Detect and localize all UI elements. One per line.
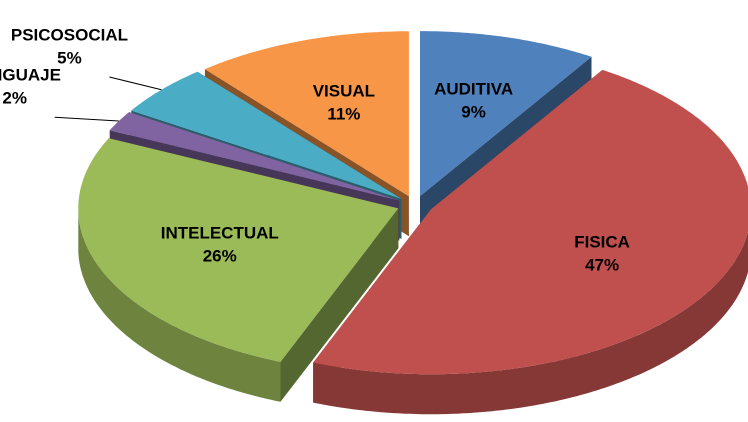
slice [109, 112, 400, 201]
leader-line [54, 116, 119, 122]
slice-label: INTELECTUAL [161, 223, 279, 242]
slice-value-label: 11% [327, 105, 360, 124]
slice-label: FISICA [574, 233, 630, 252]
slice-wall [313, 231, 748, 415]
slice [313, 69, 748, 375]
leader-line [109, 76, 162, 91]
slice [420, 31, 592, 197]
slice-side [280, 208, 399, 402]
slice [78, 138, 399, 362]
slice-wall [78, 208, 281, 402]
slice [131, 71, 402, 199]
slice [204, 31, 409, 197]
slice-label: LENGUAJE [0, 66, 61, 85]
slice-value-label: 2% [2, 89, 27, 108]
slice-value-label: 9% [461, 103, 486, 122]
slice-value-label: 5% [57, 48, 82, 67]
slice-label: VISUAL [313, 82, 375, 101]
slice-label: PSICOSOCIAL [11, 25, 128, 44]
slice-value-label: 47% [585, 256, 619, 275]
slice-value-label: 26% [203, 246, 237, 265]
slice-label: AUDITIVA [434, 80, 513, 99]
